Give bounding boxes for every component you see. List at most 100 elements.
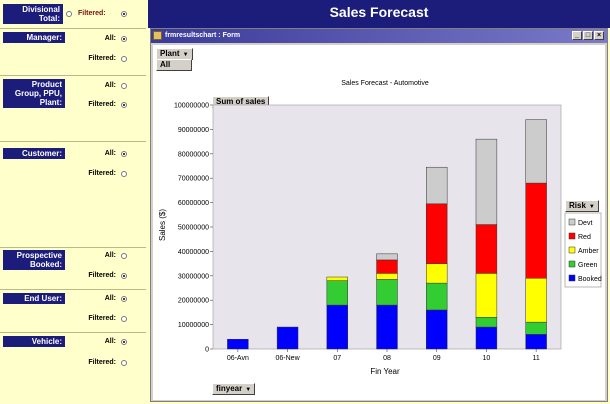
bar-booked-10[interactable] (475, 326, 498, 350)
dropdown-arrow-icon: ▼ (588, 204, 595, 210)
prospective-filtered-radio[interactable] (121, 273, 127, 279)
page-title: Sales Forecast (148, 0, 610, 28)
bar-booked-09[interactable] (426, 309, 448, 350)
customer-filtered-radio[interactable] (121, 171, 127, 177)
series-field-button[interactable]: Risk ▼ (565, 200, 599, 212)
legend-swatch-booked (568, 274, 576, 282)
divisional-filtered-label: Filtered: (78, 10, 106, 17)
manager-filtered-radio[interactable] (121, 56, 127, 62)
manager-all-label: All: (104, 35, 116, 42)
divisional-section: Divisional Total: Filtered: (0, 0, 146, 29)
product-all-label: All: (104, 82, 116, 89)
bar-booked-08[interactable] (376, 304, 398, 350)
chart-window: frmresultschart : Form _ □ × Plant ▼ All … (150, 28, 608, 402)
bar-booked-06-New[interactable] (276, 326, 299, 350)
legend-label-red: Red (578, 234, 591, 241)
chart-area: Plant ▼ All Sum of sales finyear ▼ Risk ▼ S… (153, 45, 605, 400)
legend-swatch-amber (568, 246, 576, 254)
prospective-section: Prospective Booked: All: Filtered: (0, 248, 146, 290)
vehicle-filtered-label: Filtered: (88, 359, 116, 366)
bar-booked-11[interactable] (525, 334, 547, 350)
manager-all-radio[interactable] (121, 36, 127, 42)
y-tick-label: 80000000 (178, 151, 209, 158)
prospective-label: Prospective Booked: (3, 250, 65, 270)
enduser-section: End User: All: Filtered: (0, 290, 146, 333)
bar-green-10[interactable] (475, 317, 498, 328)
x-tick-label: 09 (433, 355, 441, 362)
product-label: Product Group, PPU, Plant: (3, 79, 65, 108)
x-tick-label: 07 (333, 355, 341, 362)
customer-section: Customer: All: Filtered: (0, 142, 146, 248)
divisional-total-radio[interactable] (66, 11, 72, 17)
vehicle-label: Vehicle: (3, 336, 65, 347)
customer-label: Customer: (3, 148, 65, 159)
bar-red-10[interactable] (475, 224, 498, 274)
bar-devt-10[interactable] (475, 138, 498, 225)
prospective-all-radio[interactable] (121, 253, 127, 259)
bar-red-08[interactable] (376, 259, 398, 274)
y-tick-label: 90000000 (178, 127, 209, 134)
bar-amber-07[interactable] (326, 276, 348, 281)
y-tick-label: 40000000 (178, 249, 209, 256)
x-tick-label: 06-New (276, 355, 301, 362)
series-field-label: Risk (569, 201, 586, 210)
y-tick-label: 50000000 (178, 225, 209, 232)
bar-amber-09[interactable] (426, 263, 448, 284)
y-tick-label: 0 (205, 347, 209, 354)
bar-red-09[interactable] (426, 203, 448, 264)
window-titlebar[interactable]: frmresultschart : Form _ □ × (151, 29, 607, 43)
legend-label-amber: Amber (578, 248, 599, 255)
bar-booked-07[interactable] (326, 304, 348, 350)
y-tick-label: 20000000 (178, 298, 209, 305)
y-tick-label: 30000000 (178, 273, 209, 280)
x-tick-label: 10 (483, 355, 491, 362)
window-title: frmresultschart : Form (165, 32, 241, 39)
y-tick-label: 100000000 (174, 103, 209, 110)
y-axis-label: Sales ($) (158, 209, 167, 241)
bar-green-11[interactable] (525, 321, 547, 335)
dropdown-arrow-icon: ▼ (245, 387, 252, 393)
vehicle-all-radio[interactable] (121, 339, 127, 345)
enduser-filtered-radio[interactable] (121, 316, 127, 322)
bar-green-08[interactable] (376, 279, 398, 306)
vehicle-all-label: All: (104, 338, 116, 345)
bar-devt-08[interactable] (376, 253, 398, 261)
manager-filtered-label: Filtered: (88, 55, 116, 62)
vehicle-section: Vehicle: All: Filtered: (0, 333, 146, 403)
sales-chart: Sales Forecast - Automotive Fin Year Sal… (158, 80, 602, 376)
bar-devt-09[interactable] (426, 166, 448, 205)
enduser-all-label: All: (104, 295, 116, 302)
filter-panel: Divisional Total: Filtered: Manager: All… (0, 0, 148, 404)
divisional-filtered-radio[interactable] (121, 11, 127, 17)
legend-label-booked: Booked (578, 276, 602, 283)
maximize-icon[interactable]: □ (583, 31, 593, 40)
legend-swatch-devt (568, 218, 576, 226)
legend-swatch-red (568, 232, 576, 240)
bar-booked-06-Avn[interactable] (227, 338, 249, 350)
bar-green-09[interactable] (426, 282, 448, 311)
product-filtered-label: Filtered: (88, 101, 116, 108)
prospective-all-label: All: (104, 252, 116, 259)
bar-green-07[interactable] (326, 280, 348, 306)
manager-section: Manager: All: Filtered: (0, 29, 146, 76)
category-field-button[interactable]: finyear ▼ (212, 383, 256, 395)
bar-red-11[interactable] (525, 182, 547, 279)
vehicle-filtered-radio[interactable] (121, 360, 127, 366)
close-icon[interactable]: × (594, 31, 604, 40)
category-field-label: finyear (216, 384, 243, 393)
product-filtered-radio[interactable] (121, 102, 127, 108)
manager-label: Manager: (3, 32, 65, 43)
bar-amber-10[interactable] (475, 273, 498, 318)
bar-amber-08[interactable] (376, 273, 398, 280)
chart-title: Sales Forecast - Automotive (341, 80, 429, 87)
bar-devt-11[interactable] (525, 119, 547, 184)
bar-amber-11[interactable] (525, 277, 547, 323)
enduser-all-radio[interactable] (121, 296, 127, 302)
customer-all-label: All: (104, 150, 116, 157)
product-all-radio[interactable] (121, 83, 127, 89)
plant-value[interactable]: All (156, 59, 192, 71)
legend-label-devt: Devt (578, 220, 592, 227)
customer-all-radio[interactable] (121, 151, 127, 157)
minimize-icon[interactable]: _ (572, 31, 582, 40)
enduser-filtered-label: Filtered: (88, 315, 116, 322)
